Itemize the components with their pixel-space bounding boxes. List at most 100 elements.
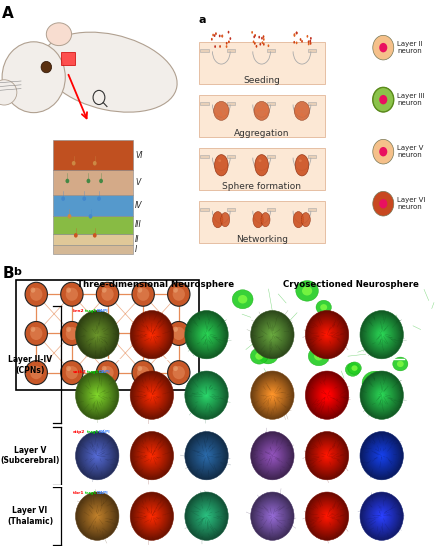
Bar: [267, 155, 276, 158]
Circle shape: [254, 434, 291, 477]
Circle shape: [202, 512, 211, 520]
Circle shape: [202, 511, 211, 521]
Circle shape: [72, 161, 76, 166]
Circle shape: [256, 438, 289, 474]
Circle shape: [374, 387, 389, 404]
Circle shape: [192, 379, 221, 411]
Circle shape: [369, 381, 394, 409]
Circle shape: [91, 449, 103, 463]
Circle shape: [314, 442, 340, 470]
Circle shape: [324, 392, 330, 399]
Circle shape: [201, 388, 212, 402]
Circle shape: [77, 312, 117, 357]
Circle shape: [76, 311, 118, 358]
Circle shape: [80, 497, 115, 536]
Circle shape: [323, 450, 332, 461]
Circle shape: [88, 507, 106, 526]
Circle shape: [369, 442, 394, 470]
Circle shape: [316, 443, 338, 468]
Circle shape: [190, 316, 223, 353]
Circle shape: [132, 282, 154, 306]
Circle shape: [141, 322, 163, 347]
Circle shape: [251, 432, 294, 480]
Circle shape: [141, 504, 163, 529]
Circle shape: [314, 381, 340, 410]
Circle shape: [366, 378, 397, 412]
Circle shape: [362, 433, 402, 478]
Circle shape: [61, 196, 65, 201]
Circle shape: [367, 500, 396, 532]
Circle shape: [381, 454, 383, 457]
Circle shape: [142, 324, 161, 345]
Circle shape: [269, 513, 276, 520]
Circle shape: [318, 445, 336, 466]
Circle shape: [143, 325, 161, 344]
Circle shape: [271, 514, 274, 518]
Circle shape: [66, 327, 71, 332]
Circle shape: [83, 440, 111, 471]
Circle shape: [81, 498, 113, 534]
Text: DAPI: DAPI: [96, 309, 108, 313]
Circle shape: [259, 502, 285, 531]
Circle shape: [269, 452, 276, 459]
Circle shape: [318, 446, 336, 465]
Circle shape: [185, 493, 228, 540]
Circle shape: [136, 377, 168, 413]
Circle shape: [373, 139, 394, 164]
Circle shape: [318, 505, 336, 527]
Circle shape: [312, 378, 342, 412]
Circle shape: [261, 322, 284, 348]
Circle shape: [268, 390, 277, 400]
Circle shape: [82, 439, 112, 472]
Circle shape: [191, 439, 222, 472]
Circle shape: [361, 311, 403, 358]
Circle shape: [265, 508, 280, 525]
Circle shape: [189, 315, 224, 354]
Circle shape: [81, 437, 114, 474]
Circle shape: [308, 434, 346, 477]
Circle shape: [201, 509, 212, 523]
Circle shape: [258, 379, 287, 411]
Circle shape: [320, 509, 334, 524]
Circle shape: [264, 386, 280, 404]
Circle shape: [315, 443, 339, 469]
Text: I: I: [135, 245, 138, 254]
Circle shape: [255, 497, 290, 536]
Circle shape: [134, 496, 170, 536]
Circle shape: [84, 502, 110, 531]
Circle shape: [90, 388, 104, 403]
Circle shape: [66, 327, 78, 340]
Circle shape: [375, 448, 388, 463]
Circle shape: [78, 434, 117, 477]
Circle shape: [371, 384, 392, 406]
Circle shape: [131, 493, 173, 540]
Circle shape: [380, 454, 383, 458]
Circle shape: [25, 282, 47, 306]
Circle shape: [198, 325, 215, 344]
Circle shape: [296, 41, 297, 44]
Circle shape: [322, 510, 332, 522]
Circle shape: [94, 331, 100, 338]
Circle shape: [256, 317, 289, 353]
Circle shape: [321, 388, 333, 402]
Circle shape: [143, 386, 161, 405]
Circle shape: [379, 199, 387, 208]
Circle shape: [318, 325, 336, 344]
Circle shape: [258, 318, 287, 351]
Circle shape: [138, 319, 166, 350]
Circle shape: [133, 374, 171, 416]
Circle shape: [192, 318, 221, 351]
Circle shape: [86, 383, 108, 408]
Circle shape: [88, 384, 107, 406]
Circle shape: [193, 440, 220, 471]
Circle shape: [379, 332, 384, 338]
Circle shape: [367, 439, 396, 472]
Circle shape: [322, 450, 332, 461]
Circle shape: [137, 439, 167, 472]
Bar: [267, 208, 276, 211]
Text: Sphere formation: Sphere formation: [222, 182, 301, 191]
Circle shape: [252, 433, 293, 478]
Bar: [267, 49, 276, 52]
Circle shape: [300, 38, 302, 41]
Circle shape: [93, 329, 102, 340]
